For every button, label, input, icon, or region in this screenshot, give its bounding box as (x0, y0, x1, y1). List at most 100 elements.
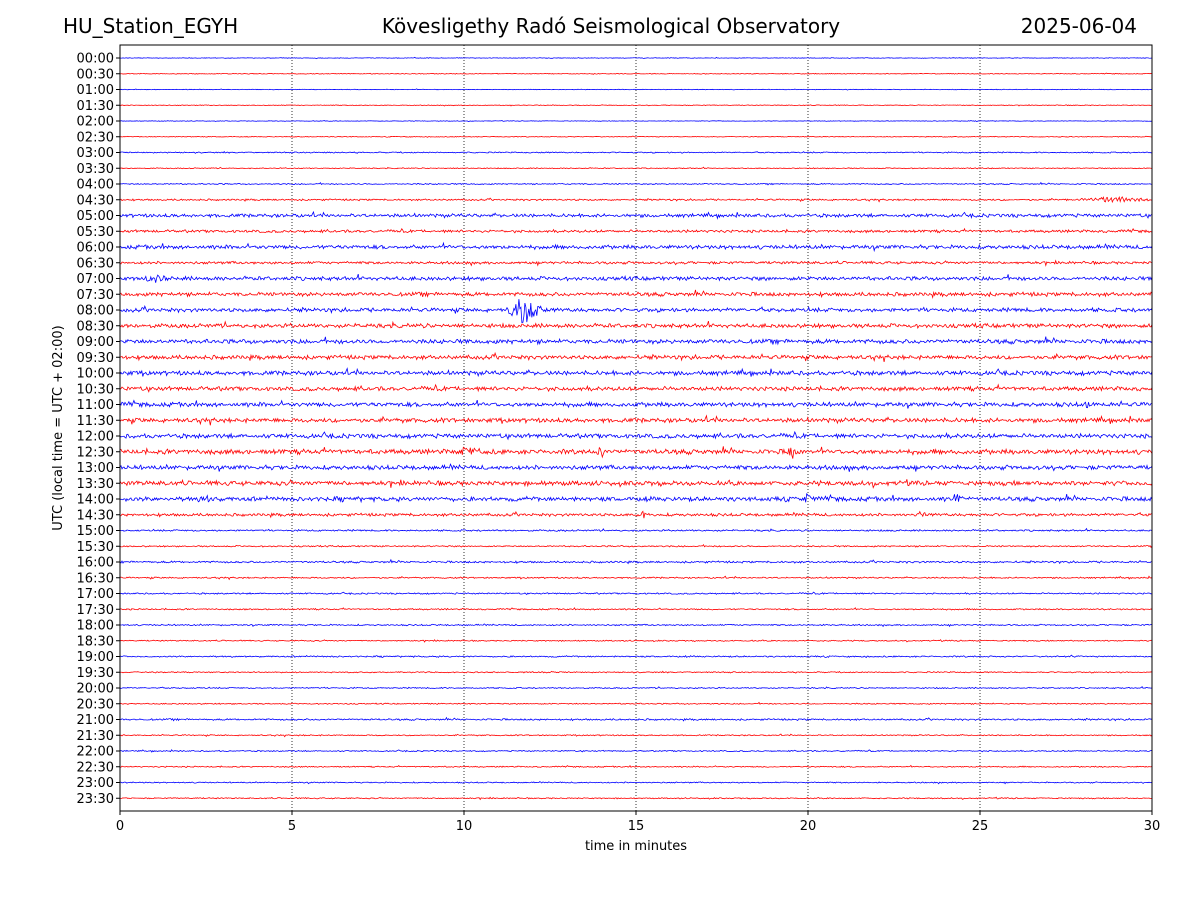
trace-0400 (119, 181, 1153, 186)
y-tick-label: 11:30 (77, 414, 114, 429)
trace-1800 (119, 623, 1153, 628)
trace-1600 (119, 558, 1153, 565)
y-tick-label: 23:00 (77, 776, 114, 791)
y-axis-label: UTC (local time = UTC + 02:00) (51, 325, 66, 530)
y-tick-label: 00:00 (77, 52, 114, 67)
y-tick-label: 01:30 (77, 99, 114, 114)
trace-0900 (119, 336, 1153, 346)
trace-1300 (119, 463, 1153, 472)
y-tick-label: 07:30 (77, 288, 114, 303)
y-tick-label: 20:30 (77, 697, 114, 712)
y-tick-label: 02:00 (77, 115, 114, 130)
x-axis-ticks: 0 5 10 15 20 25 30 (116, 811, 1160, 834)
trace-1000 (119, 367, 1153, 378)
trace-2300 (119, 781, 1153, 785)
trace-1630 (119, 575, 1153, 581)
grid-lines (291, 45, 981, 811)
trace-0630 (119, 259, 1153, 267)
y-tick-label: 12:30 (77, 445, 114, 460)
y-tick-label: 11:00 (77, 398, 114, 413)
y-tick-label: 22:30 (77, 760, 114, 775)
trace-2100 (119, 716, 1153, 722)
y-tick-label: 10:30 (77, 382, 114, 397)
y-tick-label: 04:30 (77, 193, 114, 208)
trace-0800 (119, 299, 1153, 324)
y-tick-label: 09:30 (77, 351, 114, 366)
trace-1100 (119, 399, 1153, 409)
trace-1130 (119, 414, 1153, 426)
y-tick-label: 13:30 (77, 477, 114, 492)
y-tick-label: 17:00 (77, 587, 114, 602)
trace-2200 (119, 749, 1153, 753)
x-tick-label: 20 (800, 819, 817, 834)
y-tick-label: 06:00 (77, 241, 114, 256)
y-tick-label: 14:00 (77, 493, 114, 508)
y-tick-label: 19:30 (77, 666, 114, 681)
y-tick-label: 15:30 (77, 540, 114, 555)
y-tick-label: 08:00 (77, 304, 114, 319)
x-tick-label: 10 (456, 819, 473, 834)
x-axis-label: time in minutes (585, 839, 687, 854)
y-tick-label: 22:00 (77, 745, 114, 760)
trace-0430 (119, 196, 1153, 204)
y-tick-label: 18:00 (77, 619, 114, 634)
y-tick-label: 08:30 (77, 319, 114, 334)
y-tick-label: 06:30 (77, 256, 114, 271)
y-tick-label: 16:00 (77, 556, 114, 571)
y-tick-label: 21:30 (77, 729, 114, 744)
y-tick-label: 00:30 (77, 67, 114, 82)
trace-1900 (119, 654, 1153, 659)
trace-1200 (119, 430, 1153, 441)
x-tick-label: 0 (116, 819, 124, 834)
trace-1730 (119, 607, 1153, 611)
trace-1230 (119, 446, 1153, 459)
trace-0200 (119, 120, 1153, 123)
trace-2030 (119, 701, 1153, 706)
x-tick-label: 15 (628, 819, 645, 834)
trace-0700 (119, 273, 1153, 283)
trace-1930 (119, 670, 1153, 674)
trace-0000 (119, 56, 1153, 60)
y-tick-label: 03:00 (77, 146, 114, 161)
station-label: HU_Station_EGYH (63, 14, 239, 38)
trace-0600 (119, 241, 1153, 253)
y-tick-label: 20:00 (77, 682, 114, 697)
seismogram-traces (119, 56, 1153, 801)
y-tick-label: 21:00 (77, 713, 114, 728)
trace-0930 (119, 351, 1153, 363)
trace-1430 (119, 510, 1153, 519)
trace-0230 (119, 135, 1153, 138)
trace-0830 (119, 320, 1153, 330)
trace-2000 (119, 685, 1153, 690)
trace-0330 (119, 166, 1153, 170)
x-tick-label: 5 (288, 819, 296, 834)
trace-1030 (119, 383, 1153, 393)
y-tick-label: 19:00 (77, 650, 114, 665)
trace-1700 (119, 591, 1153, 596)
y-tick-label: 16:30 (77, 571, 114, 586)
trace-1830 (119, 639, 1153, 643)
y-tick-label: 12:00 (77, 430, 114, 445)
trace-0530 (119, 227, 1153, 234)
y-tick-label: 05:00 (77, 209, 114, 224)
y-axis-ticks: 00:0000:3001:0001:3002:0002:3003:0003:30… (77, 52, 120, 807)
trace-0300 (119, 150, 1153, 154)
trace-2130 (119, 733, 1153, 738)
x-tick-label: 25 (972, 819, 989, 834)
y-tick-label: 14:30 (77, 508, 114, 523)
trace-0500 (119, 210, 1153, 220)
y-tick-label: 15:00 (77, 524, 114, 539)
y-tick-label: 13:00 (77, 461, 114, 476)
y-tick-label: 23:30 (77, 792, 114, 807)
trace-2330 (119, 796, 1153, 801)
trace-0130 (119, 104, 1153, 107)
y-tick-label: 05:30 (77, 225, 114, 240)
date-label: 2025-06-04 (1020, 14, 1137, 38)
trace-0030 (119, 72, 1153, 75)
x-tick-label: 30 (1144, 819, 1161, 834)
trace-1400 (119, 493, 1153, 504)
trace-0100 (119, 88, 1153, 91)
trace-1330 (119, 478, 1153, 489)
y-tick-label: 10:00 (77, 367, 114, 382)
